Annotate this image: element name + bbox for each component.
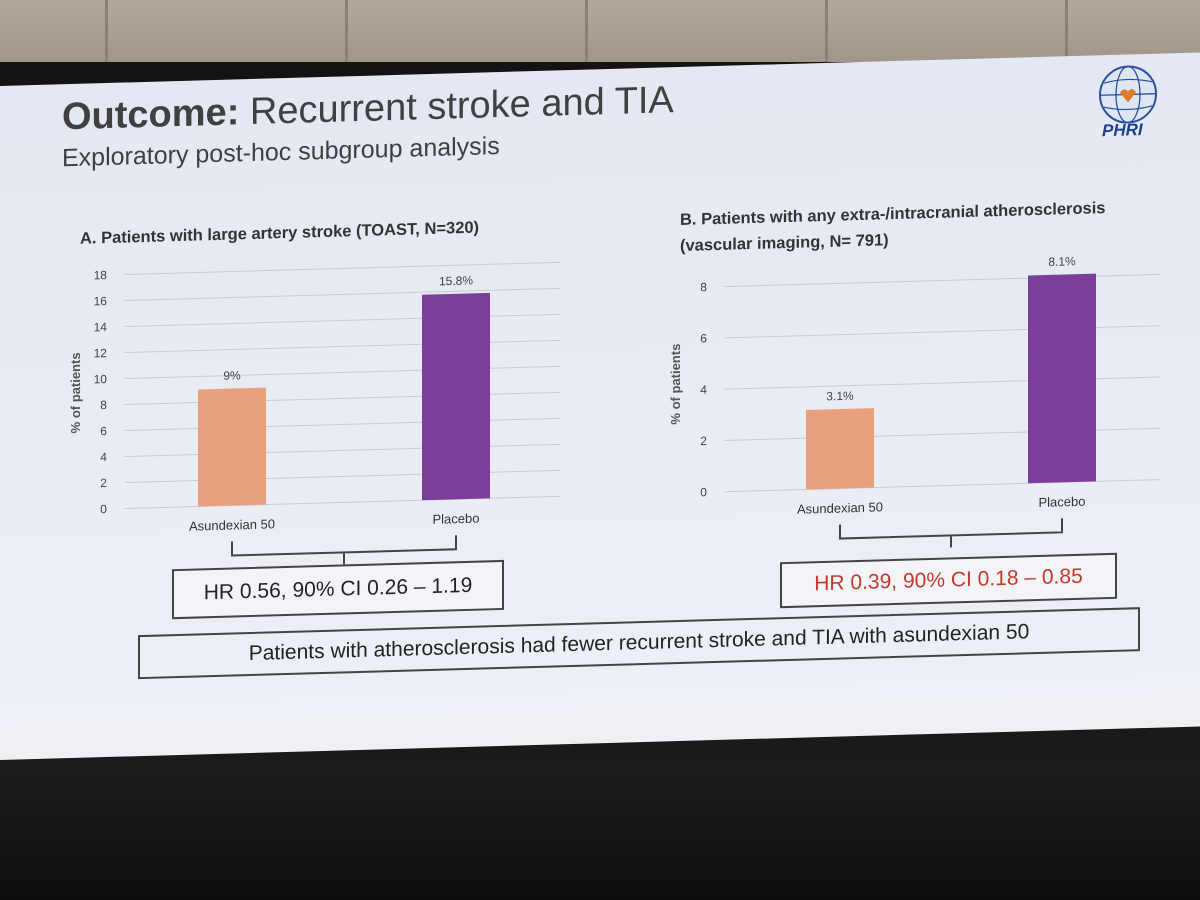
chart-a-y-tick-label: 8 [100,398,107,412]
presentation-slide: Outcome: Recurrent stroke and TIA Explor… [0,52,1200,761]
slide-title-rest: Recurrent stroke and TIA [239,79,674,134]
chart-b-comparison-bracket [839,518,1063,548]
chart-a: 0 2 4 6 8 10 12 14 16 18 % of patients 9% Asundexian… [68,261,560,565]
wall-panel-seam [825,0,828,62]
chart-b-bar-1 [806,408,874,490]
chart-b: 0 2 4 6 8 % of patients 3.1% Asundexian 50 8.1% P… [668,254,1160,548]
chart-b-y-tick-label: 4 [700,383,707,397]
chart-a-gridline [125,287,560,302]
chart-a-y-tick-label: 14 [94,320,108,334]
chart-a-y-tick-label: 16 [94,294,108,308]
chart-b-y-axis-label: % of patients [668,343,683,424]
logo-text: PHRI [1102,120,1143,141]
chart-a-gridline [125,495,560,510]
chart-a-gridline [125,443,560,458]
phri-globe-logo-icon [1099,65,1157,124]
chart-a-category-label-2: Placebo [433,511,480,527]
wall-panel-seam [585,0,588,62]
chart-a-title: A. Patients with large artery stroke (TO… [80,218,480,248]
chart-a-hazard-ratio-text: HR 0.56, 90% CI 0.26 – 1.19 [203,573,473,605]
chart-a-y-tick-label: 18 [94,268,108,282]
chart-a-y-tick-label: 10 [94,372,108,386]
chart-a-gridline [125,261,560,276]
chart-a-comparison-bracket [231,535,457,565]
room-floor [0,760,1200,900]
chart-b-y-tick-label: 2 [700,434,707,448]
chart-a-y-axis-label: % of patients [68,352,83,433]
background-wall [0,0,1200,62]
chart-b-y-tick-label: 8 [700,280,707,294]
chart-b-data-label-1: 3.1% [826,389,854,404]
chart-b-data-label-2: 8.1% [1048,254,1076,269]
chart-a-y-tick-label: 6 [100,424,107,438]
chart-b-y-tick-label: 0 [700,485,707,499]
chart-a-category-label-1: Asundexian 50 [189,516,275,533]
chart-a-hazard-ratio-box: HR 0.56, 90% CI 0.26 – 1.19 [172,559,504,620]
wall-panel-seam [345,0,348,62]
chart-a-y-tick-label: 4 [100,450,107,464]
chart-a-gridline [125,365,560,380]
chart-b-category-label-2: Placebo [1039,494,1086,510]
chart-a-bar-1 [198,387,266,507]
conclusion-box: Patients with atherosclerosis had fewer … [138,607,1140,680]
chart-a-y-tick-label: 12 [94,346,108,360]
chart-b-hazard-ratio-box: HR 0.39, 90% CI 0.18 – 0.85 [780,552,1117,609]
chart-a-gridline [125,313,560,328]
chart-b-bar-2 [1028,273,1096,484]
chart-b-y-tick-label: 6 [700,331,707,345]
slide-title: Outcome: Recurrent stroke and TIA [62,79,674,139]
chart-a-y-tick-label: 2 [100,476,107,490]
chart-a-bar-2 [422,292,490,501]
chart-a-gridline [125,417,560,432]
chart-a-gridline [125,469,560,484]
slide-subtitle: Exploratory post-hoc subgroup analysis [62,132,500,173]
chart-b-category-label-1: Asundexian 50 [797,499,883,516]
chart-a-data-label-1: 9% [223,368,241,382]
chart-b-hazard-ratio-text: HR 0.39, 90% CI 0.18 – 0.85 [814,564,1083,596]
slide-title-bold: Outcome: [62,91,240,139]
wall-panel-seam [1065,0,1068,62]
chart-a-gridline [125,391,560,406]
chart-b-title: B. Patients with any extra-/intracranial… [680,195,1106,259]
chart-a-y-tick-label: 0 [100,502,107,516]
chart-a-gridline [125,339,560,354]
wall-panel-seam [105,0,108,62]
chart-a-data-label-2: 15.8% [439,273,473,288]
